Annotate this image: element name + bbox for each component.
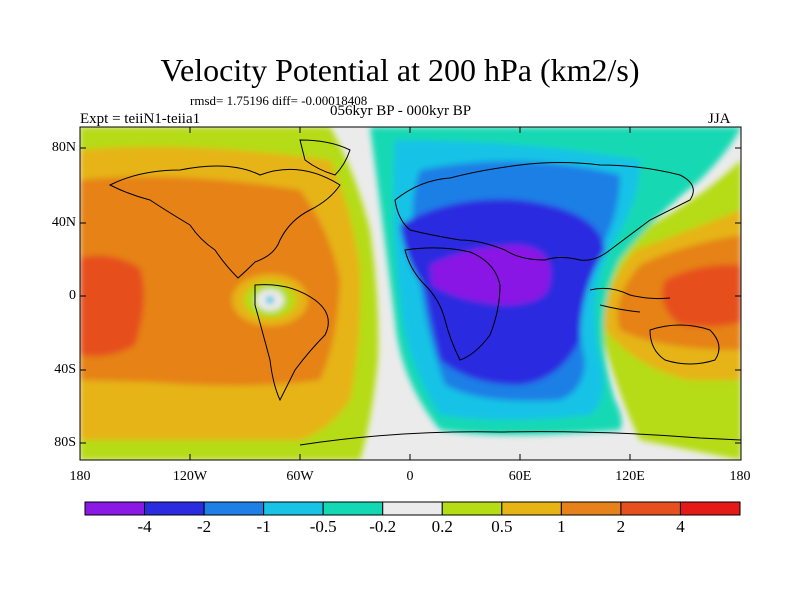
negative-purple [430, 245, 551, 305]
colorbar-swatch [382, 501, 443, 516]
period-label: 056kyr BP - 000kyr BP [330, 103, 472, 119]
coastlines [108, 139, 741, 446]
experiment-label: Expt = teiiN1-teiia1 [80, 111, 201, 127]
lat-tick-label: 40S [54, 362, 76, 377]
colorbar-swatch [620, 501, 681, 516]
colorbar-swatch [441, 501, 503, 516]
positive-red-west [80, 255, 144, 357]
colorbar-label: 0.5 [491, 517, 513, 536]
colorbar-label: 0.2 [431, 517, 453, 536]
colorbar-label: 1 [557, 517, 566, 536]
lon-tick-label: 60W [286, 469, 314, 484]
lat-tick-label: 80S [54, 435, 76, 450]
colorbar-swatch [679, 501, 741, 516]
positive-orange [80, 176, 340, 386]
stats-label: rmsd= 1.75196 diff= -0.00018408 [190, 93, 368, 108]
colorbar-label: -4 [137, 517, 152, 536]
lat-tick-label: 80N [51, 140, 76, 155]
lon-tick-label: 0 [406, 469, 414, 484]
lon-tick-label: 120W [172, 469, 208, 484]
colorbar-swatch [84, 501, 146, 516]
colorbar-label: -0.2 [369, 517, 397, 536]
map-title: Velocity Potential at 200 hPa (km2/s) [160, 52, 640, 88]
lat-tick-label: 0 [69, 288, 76, 303]
colorbar-label: -0.5 [309, 517, 337, 536]
lon-tick-label: 180 [729, 469, 751, 484]
colorbar-swatch [263, 501, 324, 516]
colorbar-swatch [322, 501, 384, 516]
colorbar-label: 2 [616, 517, 626, 536]
colorbar [84, 501, 741, 516]
colorbar-swatch [203, 501, 265, 516]
positive-red-east [662, 264, 741, 327]
contour-fill [80, 127, 741, 460]
tick-marks [80, 127, 741, 460]
lon-tick-label: 180 [69, 469, 91, 484]
colorbar-label: -2 [196, 517, 212, 536]
season-label: JJA [708, 111, 731, 127]
lon-tick-label: 120E [615, 469, 645, 484]
colorbar-label: -1 [256, 517, 271, 536]
colorbar-label: 4 [676, 517, 685, 536]
colorbar-swatch [560, 501, 622, 516]
colorbar-swatch [144, 501, 205, 516]
colorbar-swatch [501, 501, 562, 516]
lon-tick-label: 60E [508, 469, 532, 484]
lat-tick-label: 40N [51, 215, 76, 230]
